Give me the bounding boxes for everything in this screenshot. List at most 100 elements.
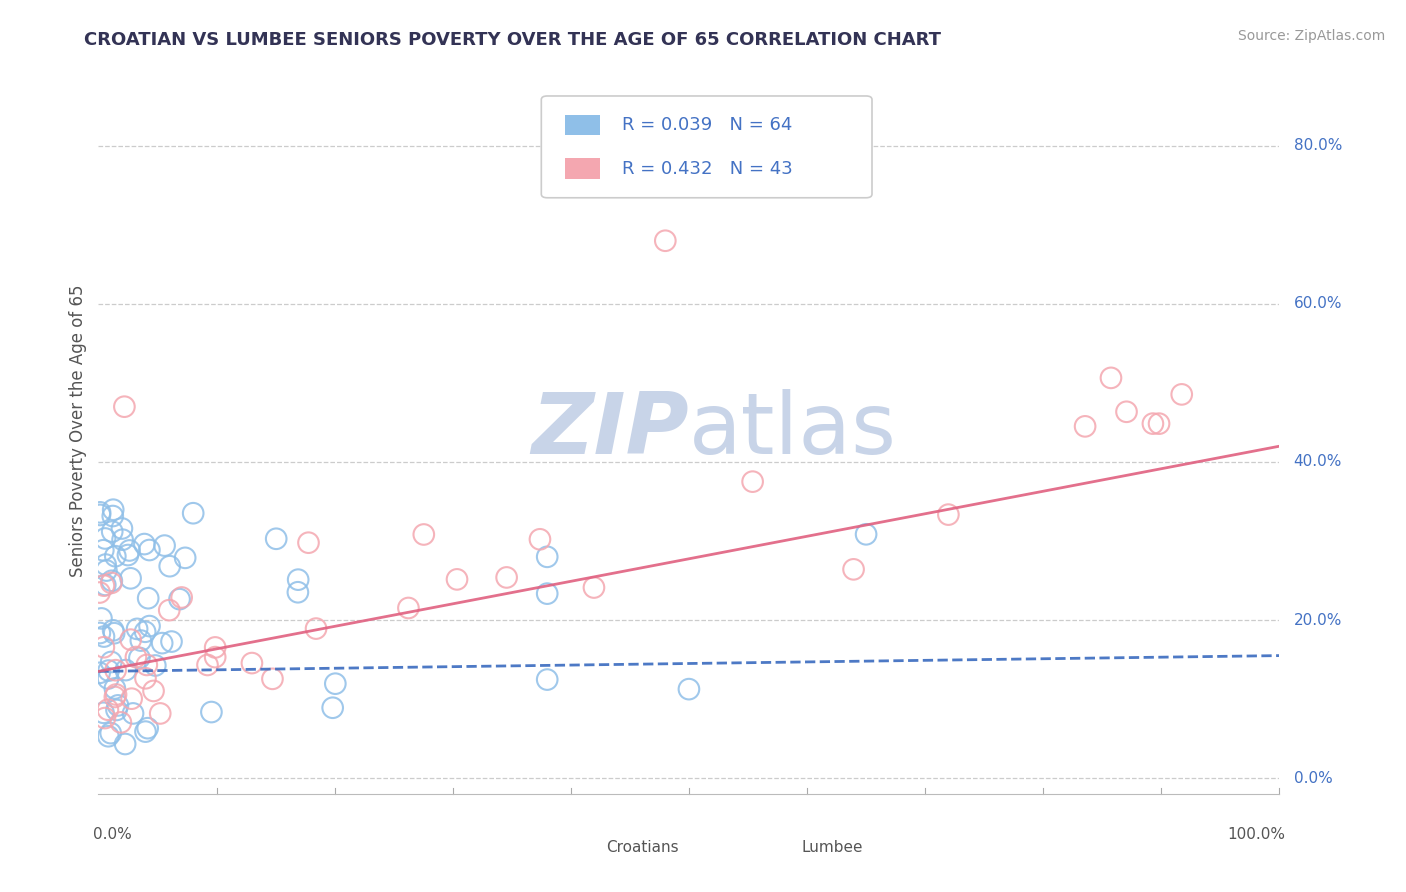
Point xyxy=(94,532,117,546)
Point xyxy=(181,506,204,520)
Point xyxy=(97,672,120,686)
Point xyxy=(97,729,120,743)
Text: CROATIAN VS LUMBEE SENIORS POVERTY OVER THE AGE OF 65 CORRELATION CHART: CROATIAN VS LUMBEE SENIORS POVERTY OVER … xyxy=(84,31,942,49)
Point xyxy=(138,619,160,633)
Point xyxy=(110,715,132,730)
Text: Lumbee: Lumbee xyxy=(801,840,863,855)
Point xyxy=(170,591,193,605)
Point xyxy=(136,591,159,606)
Point xyxy=(529,533,551,547)
Point xyxy=(446,573,468,587)
Point xyxy=(100,655,122,669)
Point xyxy=(262,672,284,686)
Point xyxy=(204,640,226,655)
Point xyxy=(104,690,127,704)
Point xyxy=(100,575,122,590)
Text: atlas: atlas xyxy=(689,389,897,472)
Text: 0.0%: 0.0% xyxy=(93,827,131,841)
Point xyxy=(287,573,309,587)
Text: 100.0%: 100.0% xyxy=(1227,827,1285,841)
Point xyxy=(120,632,142,647)
Point xyxy=(396,601,419,615)
Point xyxy=(90,611,112,625)
Point xyxy=(495,570,517,584)
Point xyxy=(97,664,120,678)
Point xyxy=(678,682,700,697)
Point xyxy=(105,688,128,702)
Point xyxy=(129,633,152,648)
Point xyxy=(111,521,134,535)
Point xyxy=(89,505,111,519)
Point xyxy=(204,650,226,665)
Point xyxy=(297,535,319,549)
Point xyxy=(157,603,180,617)
Point xyxy=(122,706,145,721)
Point xyxy=(536,549,558,564)
Point xyxy=(100,726,122,740)
Point xyxy=(103,502,125,516)
Point xyxy=(94,558,117,572)
Point xyxy=(138,543,160,558)
Point xyxy=(536,587,558,601)
Y-axis label: Seniors Poverty Over the Age of 65: Seniors Poverty Over the Age of 65 xyxy=(69,285,87,576)
Point xyxy=(125,650,148,665)
Point xyxy=(287,585,309,599)
Point xyxy=(1099,371,1122,385)
Text: 80.0%: 80.0% xyxy=(1294,138,1341,153)
Point xyxy=(654,234,676,248)
Point xyxy=(136,721,159,735)
FancyBboxPatch shape xyxy=(565,159,600,179)
Point xyxy=(150,636,173,650)
FancyBboxPatch shape xyxy=(766,839,796,855)
Point xyxy=(134,724,156,739)
Point xyxy=(94,578,117,592)
Point xyxy=(134,624,156,639)
Point xyxy=(93,640,115,655)
Point xyxy=(200,705,222,719)
Point xyxy=(153,539,176,553)
Point xyxy=(101,509,124,524)
Point xyxy=(1170,387,1192,401)
Point xyxy=(264,532,287,546)
Point xyxy=(582,581,605,595)
Point xyxy=(97,703,120,717)
Point xyxy=(322,700,344,714)
Point xyxy=(197,657,219,672)
Point xyxy=(101,574,124,588)
Point xyxy=(121,691,143,706)
Point xyxy=(159,559,181,574)
Text: 60.0%: 60.0% xyxy=(1294,296,1343,311)
Point xyxy=(938,508,960,522)
Text: 20.0%: 20.0% xyxy=(1294,613,1341,628)
Point xyxy=(160,634,183,648)
Point xyxy=(104,549,127,564)
Point xyxy=(114,663,136,677)
Point xyxy=(118,543,141,558)
Point xyxy=(1142,417,1164,431)
Point xyxy=(169,592,191,607)
Point xyxy=(96,564,118,578)
Point xyxy=(1147,417,1170,431)
Point xyxy=(1074,419,1097,434)
FancyBboxPatch shape xyxy=(565,115,600,136)
Point xyxy=(536,673,558,687)
Point xyxy=(89,665,111,680)
Point xyxy=(93,630,115,644)
FancyBboxPatch shape xyxy=(541,96,872,198)
Point xyxy=(741,475,763,489)
Point xyxy=(101,624,124,638)
Point xyxy=(94,711,117,725)
Point xyxy=(105,703,128,717)
Point xyxy=(104,663,127,677)
Point xyxy=(1115,405,1137,419)
Point xyxy=(107,698,129,713)
Point xyxy=(174,550,197,565)
Text: R = 0.039   N = 64: R = 0.039 N = 64 xyxy=(621,116,792,134)
Point xyxy=(842,562,865,576)
Point xyxy=(240,656,263,670)
Text: Source: ZipAtlas.com: Source: ZipAtlas.com xyxy=(1237,29,1385,43)
Point xyxy=(142,684,165,698)
Text: ZIP: ZIP xyxy=(531,389,689,472)
Point xyxy=(91,543,114,558)
Point xyxy=(114,737,136,751)
